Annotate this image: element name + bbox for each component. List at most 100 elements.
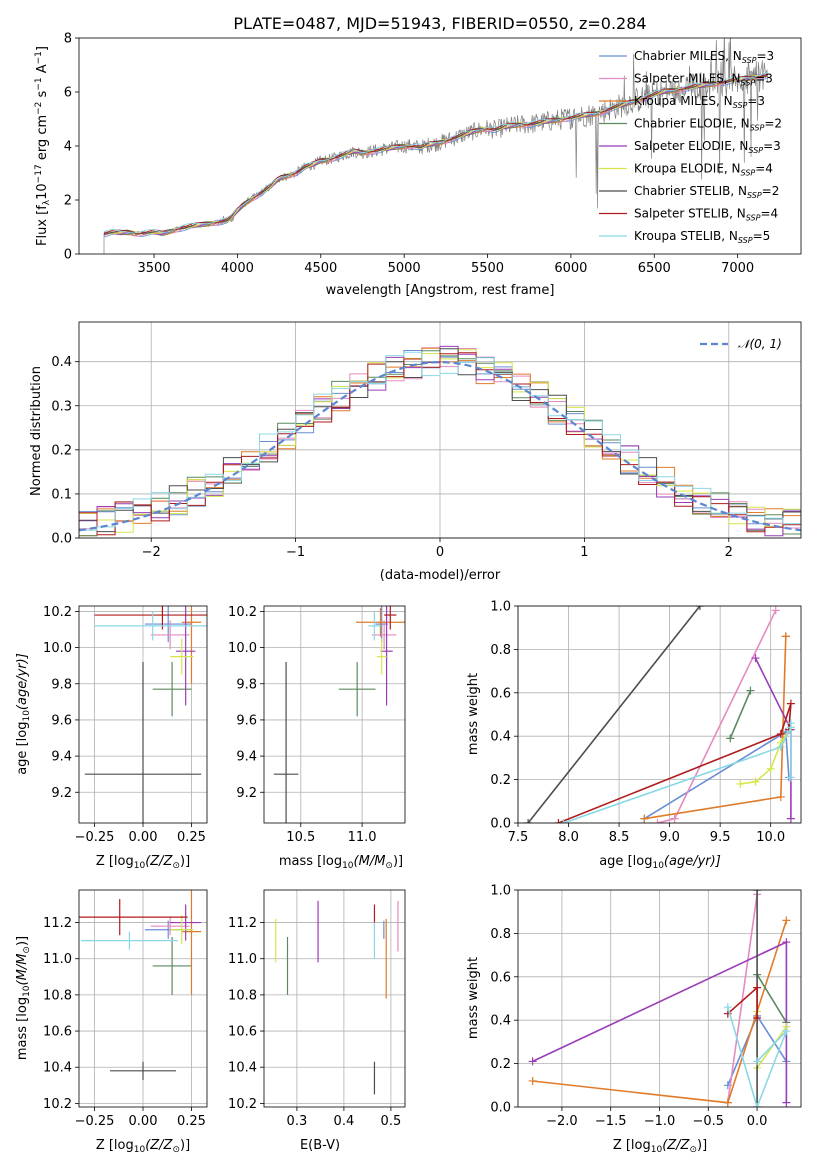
x-tick-label: 0.00 — [129, 830, 158, 845]
legend-label: Kroupa MILES, NSSP=3 — [634, 94, 765, 110]
x-tick-label: 7.5 — [508, 830, 529, 845]
x-tick-label: 6500 — [638, 261, 671, 276]
mass-weight-vs-age-x-label: age [log10(age/yr)] — [599, 854, 721, 871]
y-tick-label: 0.2 — [490, 773, 511, 788]
y-tick-label: 8 — [64, 32, 72, 47]
y-tick-label: 9.4 — [236, 750, 257, 765]
y-tick-label: 9.2 — [236, 786, 257, 801]
x-tick-label: −0.5 — [693, 1114, 725, 1129]
plus-marker — [554, 819, 563, 823]
axes-frame — [78, 321, 802, 539]
y-tick-label: 0.0 — [51, 532, 72, 547]
y-tick-label: 10.0 — [43, 641, 72, 656]
model-line — [103, 74, 768, 235]
y-tick-label: 9.8 — [236, 677, 257, 692]
mass-weight-line — [657, 609, 777, 823]
plus-marker — [771, 606, 780, 615]
x-tick-label: 9.0 — [659, 830, 680, 845]
x-tick-label: −0.25 — [75, 830, 115, 845]
plus-marker — [786, 699, 795, 708]
axes-frame — [263, 889, 406, 1108]
x-tick-label: 9.5 — [710, 830, 731, 845]
x-tick-label: 1 — [580, 545, 588, 560]
age-vs-mass-panel: 10.5 11.0 9.2 9.4 9.6 9.8 10.0 10.2 — [228, 605, 406, 845]
figure-title: PLATE=0487, MJD=51943, FIBERID=0550, z=0… — [233, 14, 646, 33]
plus-marker — [640, 814, 649, 823]
y-tick-label: 1.0 — [490, 884, 511, 899]
y-tick-label: 0.0 — [490, 1101, 511, 1116]
y-tick-label: 0.8 — [490, 927, 511, 942]
plus-marker — [786, 773, 795, 782]
histogram-y-label: Normed distribution — [29, 366, 44, 496]
plus-marker — [559, 819, 568, 823]
mass-weight-line — [729, 690, 752, 739]
plus-marker — [753, 1103, 762, 1107]
x-tick-label: 0.25 — [177, 1114, 206, 1129]
plus-marker — [782, 1098, 791, 1107]
histogram-x-label: (data-model)/error — [380, 568, 501, 583]
axes-frame — [78, 889, 208, 1108]
y-tick-label: 10.8 — [228, 988, 257, 1003]
y-tick-label: 9.4 — [51, 750, 72, 765]
plus-marker — [766, 764, 775, 773]
legend-label: 𝒩(0, 1) — [738, 337, 782, 351]
x-tick-label: 5500 — [471, 261, 504, 276]
legend-label: Chabrier ELODIE, NSSP=2 — [634, 117, 782, 133]
spectrum-lines — [103, 38, 769, 254]
legend-label: Salpeter ELODIE, NSSP=3 — [634, 139, 781, 155]
x-tick-label: 2 — [725, 545, 733, 560]
y-tick-label: 11.2 — [43, 916, 72, 931]
plus-marker — [782, 1027, 791, 1036]
y-tick-label: 10.8 — [43, 988, 72, 1003]
x-tick-label: 6000 — [554, 261, 587, 276]
age-vs-z-y-label: age [log10(age/yr)] — [15, 653, 32, 775]
y-tick-label: 0.0 — [490, 817, 511, 832]
x-tick-label: 3500 — [137, 261, 170, 276]
y-tick-label: 0.4 — [490, 1014, 511, 1029]
mass-vs-ebv-panel: 0.3 0.4 0.5 10.2 10.4 10.6 10.8 11.0 11.2 — [228, 889, 406, 1129]
plus-marker — [524, 819, 533, 823]
y-tick-label: 10.2 — [43, 605, 72, 620]
mass-weight-line — [727, 894, 758, 1103]
y-tick-label: 9.8 — [51, 677, 72, 692]
model-line — [103, 75, 768, 235]
x-tick-label: 7000 — [721, 261, 754, 276]
plus-marker — [786, 814, 795, 823]
x-tick-label: 0 — [436, 545, 444, 560]
y-tick-label: 10.6 — [228, 1025, 257, 1040]
x-tick-label: 0.0 — [747, 1114, 768, 1129]
age-vs-z-x-label: Z [log10(Z/Z⊙)] — [96, 854, 190, 871]
x-tick-label: −2 — [142, 545, 161, 560]
spectrum-y-label: Flux [fλ10−17 erg cm−2 s−1 A−1] — [34, 46, 52, 246]
histogram-series — [79, 351, 801, 538]
error-bars — [79, 890, 202, 1080]
y-tick-label: 0.3 — [51, 399, 72, 414]
error-bars — [275, 900, 399, 1095]
mass-weight-vs-metallicity-panel: −2.0 −1.5 −1.0 −0.5 0.0 0.0 0.2 0.4 0.6 0.8 1.0 — [490, 884, 802, 1129]
age-vs-mass-x-label: mass [log10(M/M⊙)] — [279, 854, 403, 871]
x-tick-label: −1 — [286, 545, 305, 560]
legend-label: Kroupa STELIB, NSSP=5 — [634, 229, 770, 245]
plus-marker — [528, 1076, 537, 1085]
x-tick-label: −1.5 — [595, 1114, 627, 1129]
plus-marker — [786, 719, 795, 728]
mass-weight-line — [558, 703, 792, 823]
mass-vs-z-x-label: Z [log10(Z/Z⊙)] — [96, 1138, 190, 1155]
plus-marker — [776, 792, 785, 801]
y-tick-label: 0.4 — [51, 355, 72, 370]
y-tick-label: 0.6 — [490, 970, 511, 985]
plus-marker — [751, 654, 760, 663]
x-tick-label: 0.3 — [287, 1114, 308, 1129]
plus-marker — [753, 890, 762, 894]
plus-marker — [781, 632, 790, 641]
mass-weight-line — [643, 730, 790, 820]
axes-frame — [517, 889, 802, 1108]
axes-frame — [263, 605, 406, 824]
x-tick-label: 4000 — [221, 261, 254, 276]
y-tick-label: 1.0 — [490, 600, 511, 615]
mass-vs-metallicity-panel: −0.25 0.00 0.25 10.2 10.4 10.6 10.8 11.0 11.2 — [43, 889, 208, 1129]
plus-marker — [753, 1014, 762, 1023]
mass-weight-vs-age-panel: 7.5 8.0 8.5 9.0 9.5 10.0 0.0 0.2 0.4 0.6 0.8 1.0 — [490, 600, 802, 845]
legend-label: Chabrier STELIB, NSSP=2 — [634, 184, 779, 200]
